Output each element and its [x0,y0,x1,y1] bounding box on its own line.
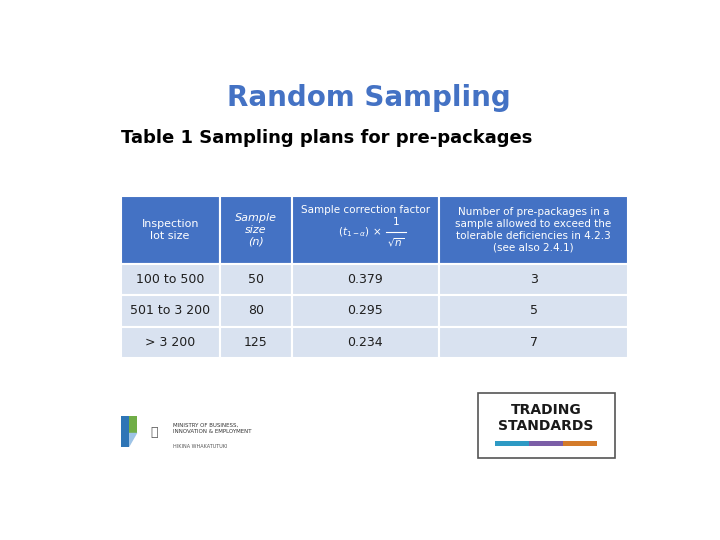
Text: 5: 5 [530,305,538,318]
Bar [292,295,438,327]
Bar [438,295,629,327]
Text: > 3 200: > 3 200 [145,336,195,349]
Text: Sample
size
(n): Sample size (n) [235,213,276,246]
Text: MINISTRY OF BUSINESS,
INNOVATION & EMPLOYMENT: MINISTRY OF BUSINESS, INNOVATION & EMPLO… [173,423,251,434]
Text: 1: 1 [392,217,399,227]
Text: Number of pre-packages in a
sample allowed to exceed the
tolerable deficiencies : Number of pre-packages in a sample allow… [456,207,612,252]
Bar [220,264,292,295]
Bar [495,441,529,446]
Text: 3: 3 [530,273,538,286]
Bar [220,327,292,358]
Text: 125: 125 [244,336,268,349]
Bar [563,441,598,446]
Bar [121,264,220,295]
Text: Sample correction factor: Sample correction factor [301,205,430,215]
Bar [438,327,629,358]
Text: 0.234: 0.234 [348,336,383,349]
Text: Inspection
lot size: Inspection lot size [141,219,199,241]
Text: 50: 50 [248,273,264,286]
Bar [292,264,438,295]
Text: $\sqrt{n}$: $\sqrt{n}$ [387,236,405,248]
Bar [529,441,563,446]
Text: 0.295: 0.295 [347,305,383,318]
Polygon shape [129,433,138,447]
Text: 0.379: 0.379 [347,273,383,286]
Text: 100 to 500: 100 to 500 [136,273,204,286]
Bar [292,327,438,358]
Text: Random Sampling: Random Sampling [227,84,511,112]
Text: HIKINA WHAKATUTUKI: HIKINA WHAKATUTUKI [173,444,227,449]
Bar [438,264,629,295]
Bar [220,295,292,327]
Text: 80: 80 [248,305,264,318]
Text: Table 1 Sampling plans for pre-packages: Table 1 Sampling plans for pre-packages [121,129,532,147]
Text: TRADING
STANDARDS: TRADING STANDARDS [498,403,594,433]
Bar [121,295,220,327]
Text: 🏛: 🏛 [150,426,158,439]
Text: 501 to 3 200: 501 to 3 200 [130,305,210,318]
Text: 7: 7 [530,336,538,349]
Bar [121,327,220,358]
Text: $(t_{1-\alpha})$ $\times$: $(t_{1-\alpha})$ $\times$ [338,225,382,239]
Polygon shape [121,416,129,447]
Polygon shape [127,416,138,433]
